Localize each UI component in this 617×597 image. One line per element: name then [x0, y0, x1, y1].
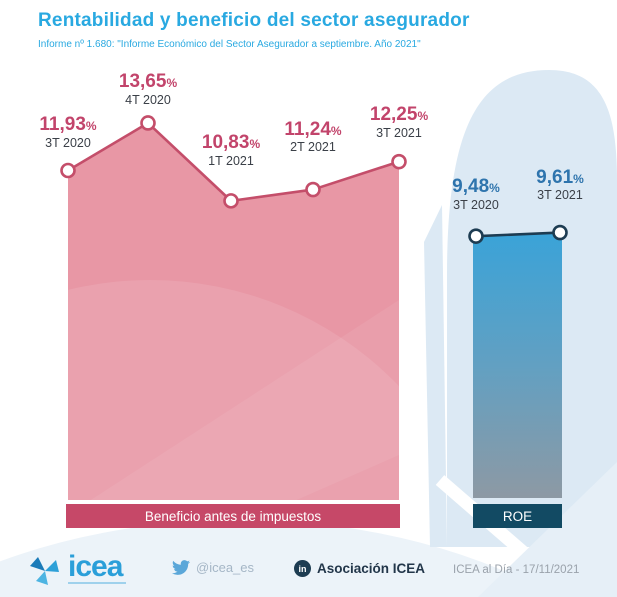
benefit-point-marker: [305, 181, 321, 198]
area-highlight: [68, 280, 399, 500]
beneficio-antes-de-impuestos-point-label: 10,83% 1T 2021: [201, 131, 261, 168]
quarter-label: 2T 2021: [290, 140, 336, 155]
twitter-link[interactable]: @icea_es: [172, 560, 254, 575]
beneficio-antes-de-impuestos-point-label: 13,65% 4T 2020: [118, 70, 178, 107]
value-label: 11,24%: [284, 118, 342, 140]
roe-trend-line: [475, 231, 561, 238]
quarter-label: 3T 2021: [537, 188, 583, 203]
icea-logo-tagline: [68, 581, 126, 584]
beneficio-antes-de-impuestos-point-label: 11,93% 3T 2020: [39, 115, 96, 150]
twitter-handle: @icea_es: [196, 560, 255, 575]
icea-pinwheel-icon: [30, 557, 59, 585]
roe-point-label: 9,61% 3T 2021: [536, 166, 584, 203]
percent-sign: %: [417, 108, 429, 123]
twitter-icon: [172, 560, 190, 575]
value-label: 9,48%: [452, 176, 500, 198]
value-label: 9,61%: [536, 166, 584, 188]
benefit-point-marker: [60, 162, 76, 179]
date-label: ICEA al Día - 17/11/2021: [453, 564, 580, 576]
benefit-category-label: Beneficio antes de impuestos: [144, 508, 322, 524]
benefit-category-bar: Beneficio antes de impuestos: [66, 504, 400, 528]
value-label: 12,25%: [369, 103, 429, 125]
roe-point-label: 9,48% 3T 2020: [452, 177, 500, 212]
linkedin-icon: in: [294, 560, 311, 577]
benefit-point-marker: [223, 193, 239, 209]
value-label: 13,65%: [118, 70, 178, 92]
percent-sign: %: [489, 181, 500, 196]
beneficio-antes-de-impuestos-point-label: 12,25% 3T 2021: [369, 103, 429, 140]
percent-sign: %: [573, 171, 584, 186]
percent-sign: %: [85, 119, 97, 134]
page-subtitle: Informe nº 1.680: "Informe Económico del…: [38, 39, 421, 50]
percent-sign: %: [330, 123, 342, 138]
quarter-label: 3T 2020: [453, 198, 499, 213]
quarter-label: 3T 2020: [45, 136, 91, 151]
roe-point-marker: [468, 228, 484, 244]
value-label: 11,93%: [39, 114, 97, 136]
value-label: 10,83%: [201, 131, 261, 153]
linkedin-link[interactable]: in Asociación ICEA: [294, 560, 425, 577]
benefit-point-marker: [391, 153, 407, 170]
publication-date: ICEA al Día - 17/11/2021: [453, 564, 579, 576]
roe-point-marker: [552, 224, 568, 241]
percent-sign: %: [249, 136, 261, 151]
roe-category-bar: ROE: [473, 504, 562, 528]
roe-category-label: ROE: [502, 508, 533, 524]
quarter-label: 3T 2021: [376, 125, 422, 140]
linkedin-label: Asociación ICEA: [317, 561, 426, 576]
icea-logo-text: icea: [68, 549, 123, 583]
percent-sign: %: [166, 75, 178, 90]
quarter-label: 4T 2020: [125, 92, 171, 107]
benefit-area-fill: [68, 122, 399, 500]
benefit-point-marker: [140, 115, 156, 131]
quarter-label: 1T 2021: [208, 153, 254, 168]
icea-logo[interactable]: icea: [28, 550, 126, 588]
page-title: Rentabilidad y beneficio del sector aseg…: [38, 10, 470, 31]
beneficio-antes-de-impuestos-point-label: 11,24% 2T 2021: [284, 118, 342, 155]
roe-bar: [473, 232, 562, 498]
